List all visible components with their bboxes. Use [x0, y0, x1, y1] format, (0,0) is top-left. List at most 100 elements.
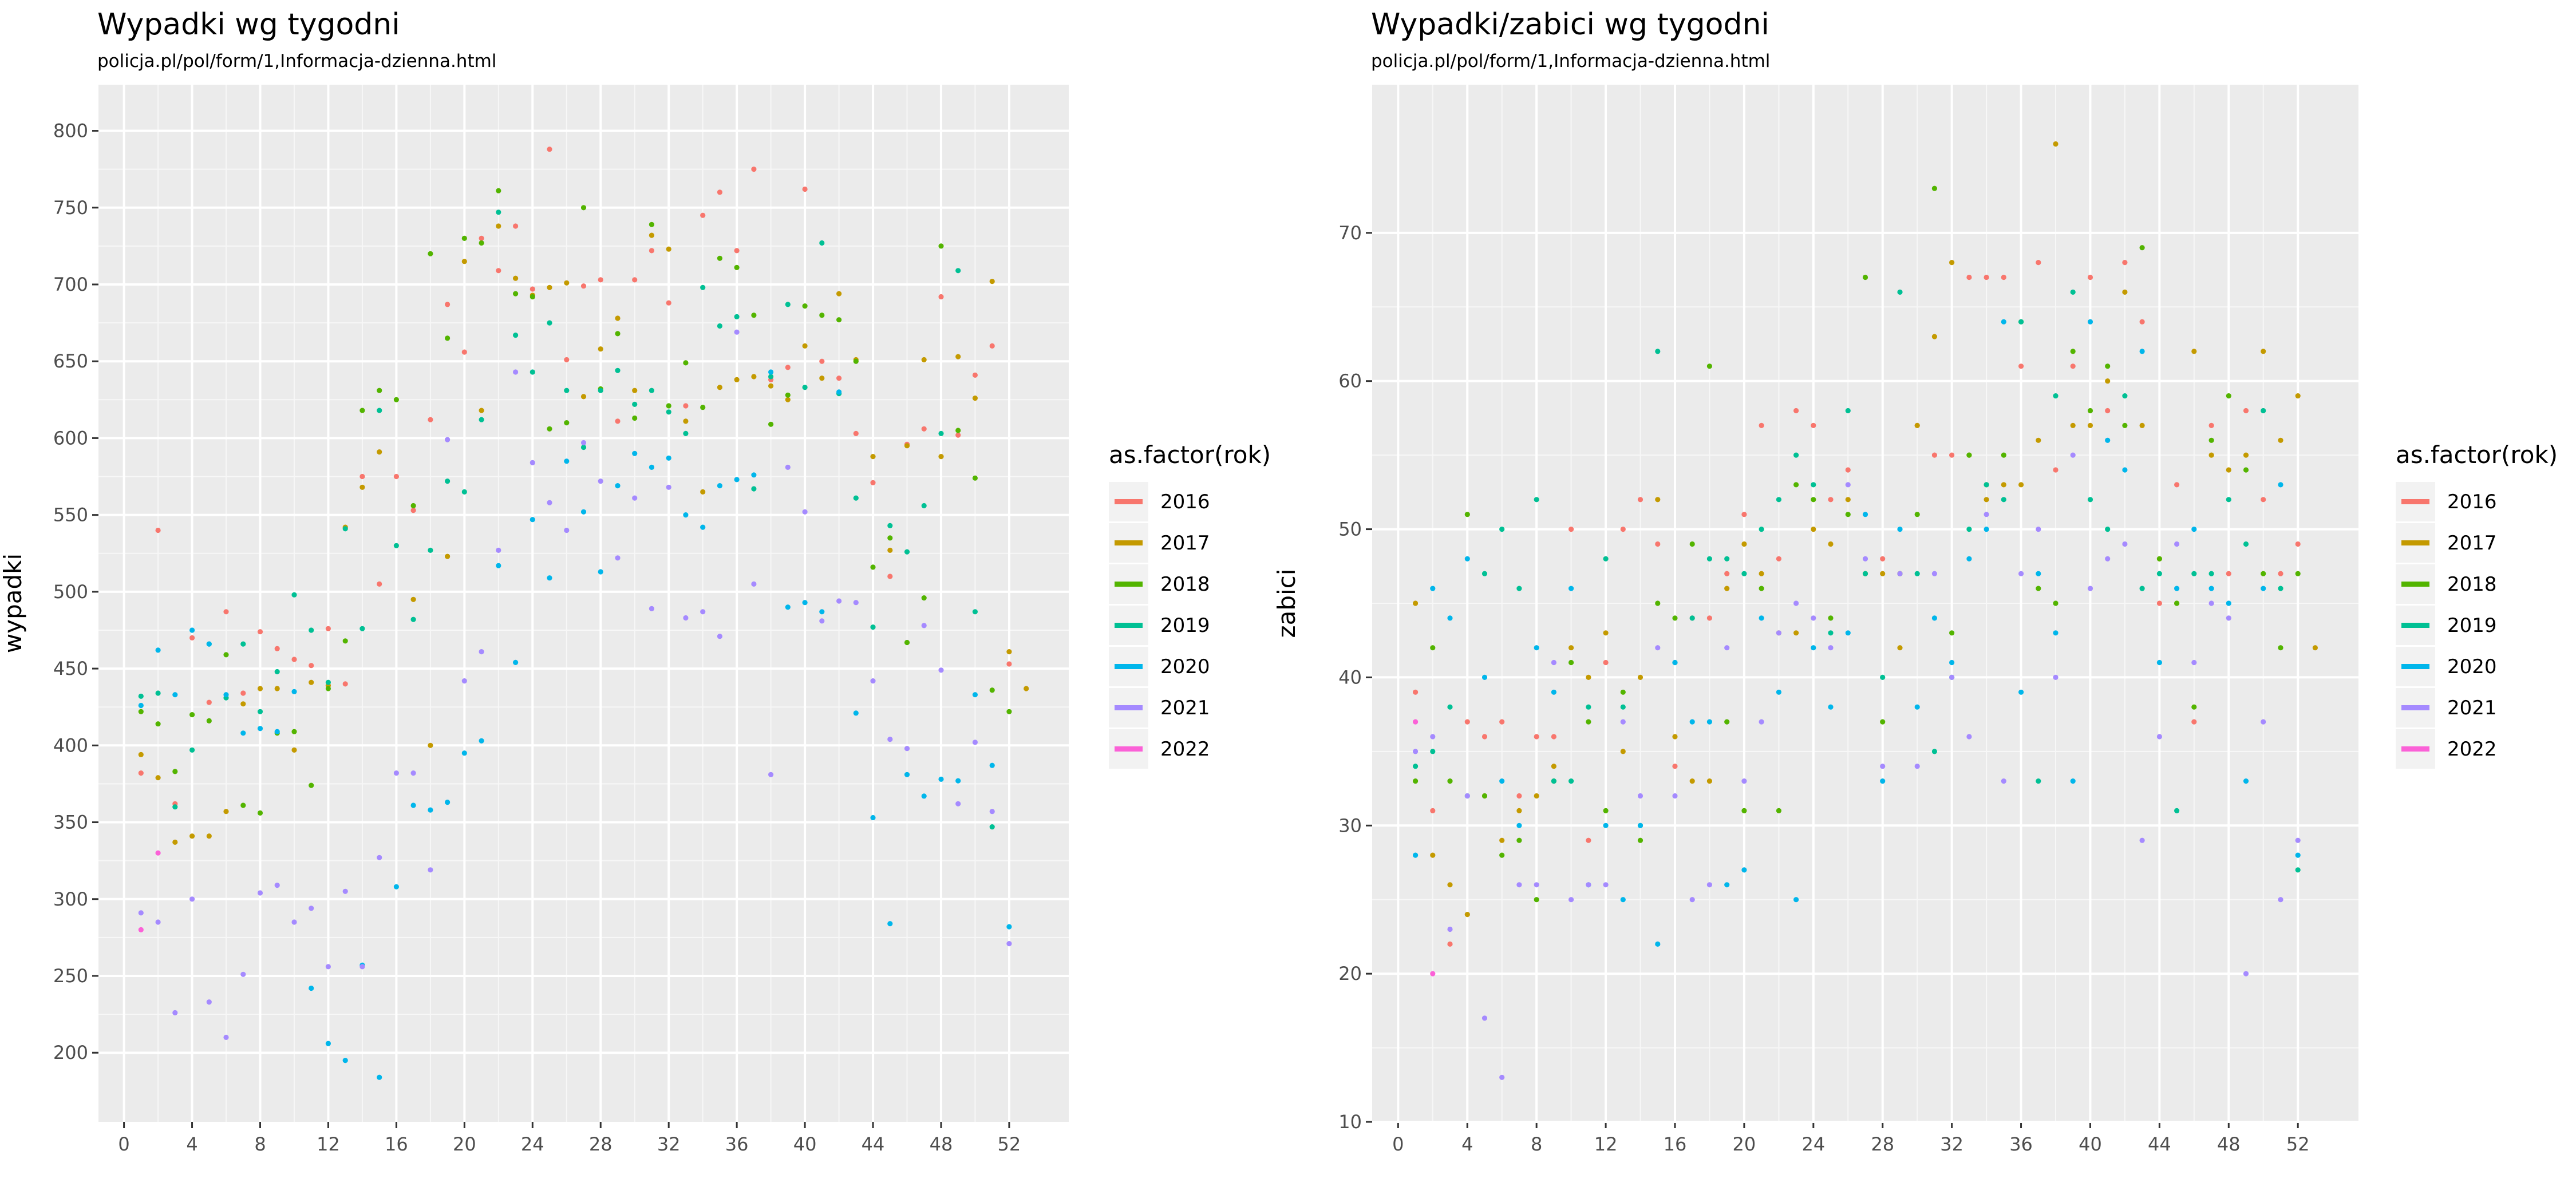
data-point — [1413, 778, 1419, 784]
data-point — [938, 776, 944, 782]
data-point — [1880, 556, 1886, 562]
data-point — [751, 167, 757, 172]
data-point — [2174, 600, 2180, 606]
data-point — [2053, 600, 2059, 606]
data-point — [649, 464, 654, 470]
data-point — [819, 240, 825, 246]
data-point — [2312, 645, 2318, 651]
data-point — [564, 527, 570, 533]
data-point — [598, 346, 603, 352]
chart-title: Wypadki/zabici wg tygodni — [1371, 7, 1769, 42]
data-point — [972, 475, 978, 481]
data-point — [1689, 541, 1695, 547]
data-point — [1845, 467, 1851, 473]
data-point — [496, 268, 501, 274]
legend-label: 2018 — [1160, 573, 1210, 596]
data-point — [819, 375, 825, 381]
data-point — [904, 549, 910, 555]
data-point — [2087, 586, 2093, 591]
data-point — [2070, 289, 2076, 295]
x-tick-label: 0 — [1392, 1133, 1404, 1155]
data-point — [2243, 541, 2249, 547]
data-point — [274, 669, 280, 675]
data-point — [1845, 497, 1851, 503]
data-point — [1966, 527, 1972, 532]
data-point — [1603, 630, 1609, 636]
data-point — [2122, 393, 2128, 399]
data-point — [2174, 482, 2180, 488]
data-point — [802, 509, 808, 515]
data-point — [2105, 378, 2111, 384]
data-point — [1931, 185, 1937, 191]
data-point — [2070, 452, 2076, 458]
data-point — [1430, 734, 1436, 740]
data-point — [1984, 482, 1989, 488]
data-point — [1006, 661, 1012, 667]
data-point — [223, 809, 229, 814]
data-point — [1759, 571, 1764, 576]
legend: as.factor(rok) 2016 2017 2018 2019 2020 2021 20… — [2396, 441, 2558, 769]
y-tick-label: 20 — [1338, 963, 1362, 984]
data-point — [410, 508, 416, 513]
data-point — [904, 746, 910, 752]
data-point — [2208, 437, 2214, 443]
data-point — [2156, 659, 2162, 666]
data-point — [2278, 437, 2283, 443]
data-point — [1499, 527, 1505, 532]
data-point — [461, 259, 467, 264]
data-point — [1672, 659, 1678, 666]
data-point — [530, 517, 535, 523]
data-point — [972, 609, 978, 615]
data-point — [2278, 645, 2283, 651]
x-tick-label: 52 — [2286, 1133, 2310, 1155]
data-point — [1534, 882, 1539, 888]
data-point — [2122, 467, 2128, 473]
data-point — [598, 569, 603, 575]
x-tick-label: 36 — [2009, 1133, 2033, 1155]
data-point — [1845, 630, 1851, 636]
series-2019 — [138, 209, 995, 830]
data-point — [325, 964, 331, 970]
data-point — [274, 646, 280, 651]
data-point — [1006, 941, 1012, 947]
data-point — [1603, 556, 1609, 562]
data-point — [972, 692, 978, 698]
data-point — [785, 604, 791, 610]
data-point — [683, 360, 689, 366]
data-point — [2226, 615, 2231, 621]
x-tick-label: 12 — [1594, 1133, 1618, 1155]
data-point — [1568, 659, 1574, 666]
series-2017 — [138, 223, 1029, 845]
data-point — [1568, 527, 1574, 532]
data-point — [530, 286, 535, 292]
data-point — [2261, 571, 2266, 576]
data-point — [598, 277, 603, 283]
data-point — [2053, 630, 2059, 636]
y-tick-label: 500 — [53, 581, 88, 603]
legend-label: 2016 — [1160, 491, 1210, 513]
data-point — [921, 357, 927, 363]
data-point — [580, 205, 587, 211]
data-point — [2261, 349, 2266, 354]
data-point — [1897, 527, 1903, 532]
x-tick-label: 44 — [862, 1133, 885, 1155]
data-point — [649, 606, 654, 611]
data-point — [428, 867, 433, 873]
data-point — [2122, 260, 2128, 266]
data-point — [700, 212, 706, 218]
x-tick-label: 8 — [1531, 1133, 1542, 1155]
data-point — [2226, 571, 2231, 576]
data-point — [955, 428, 961, 433]
series-2018 — [1413, 185, 2301, 903]
x-tick-label: 24 — [521, 1133, 544, 1155]
data-point — [632, 495, 638, 501]
data-point — [632, 277, 638, 283]
data-point — [1759, 527, 1764, 532]
data-point — [1568, 778, 1574, 784]
legend-label: 2017 — [1160, 532, 1210, 555]
data-point — [785, 365, 791, 370]
data-point — [257, 810, 263, 816]
data-point — [1776, 556, 1781, 562]
data-point — [257, 629, 263, 635]
data-point — [2105, 363, 2111, 369]
